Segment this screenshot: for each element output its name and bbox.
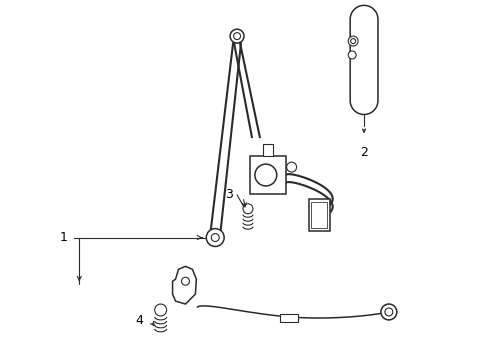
Text: 4: 4: [135, 314, 142, 327]
Circle shape: [206, 229, 224, 247]
Polygon shape: [349, 5, 377, 114]
Circle shape: [181, 277, 189, 285]
Bar: [311, 202, 326, 228]
Bar: [263, 144, 272, 156]
Circle shape: [347, 36, 357, 46]
Text: 3: 3: [224, 188, 233, 201]
Circle shape: [243, 204, 252, 214]
Polygon shape: [172, 266, 196, 304]
Circle shape: [384, 308, 392, 316]
Bar: [249, 156, 285, 194]
Circle shape: [350, 39, 355, 44]
Bar: [308, 199, 330, 231]
Circle shape: [233, 33, 240, 40]
Bar: [279, 314, 297, 322]
Text: 2: 2: [359, 146, 367, 159]
Circle shape: [286, 162, 296, 172]
Circle shape: [347, 51, 355, 59]
Circle shape: [230, 29, 244, 43]
Circle shape: [154, 304, 166, 316]
Text: 1: 1: [60, 231, 67, 244]
Circle shape: [211, 234, 219, 242]
Circle shape: [380, 304, 396, 320]
Circle shape: [254, 164, 276, 186]
